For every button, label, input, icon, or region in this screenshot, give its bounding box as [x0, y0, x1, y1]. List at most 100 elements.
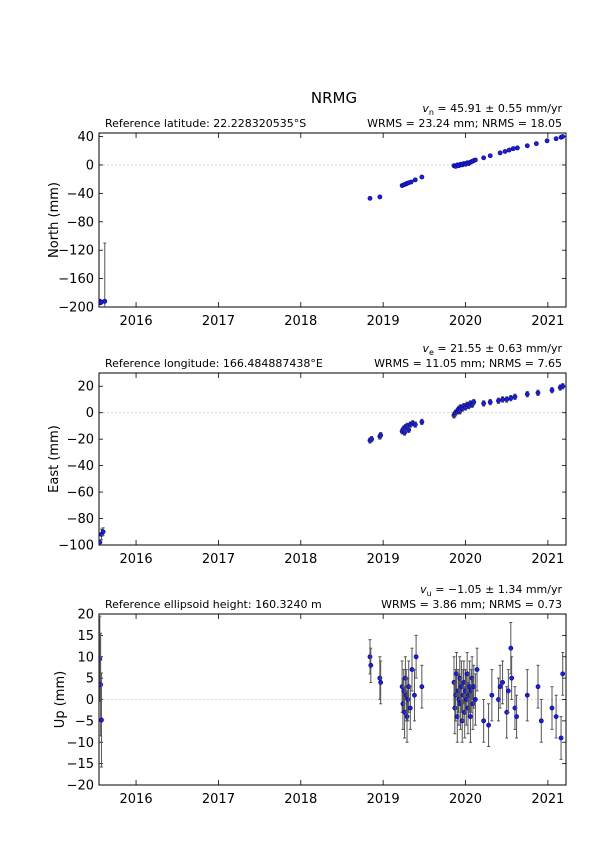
data-point: [538, 718, 544, 724]
data-point: [508, 395, 514, 401]
station-title: NRMG: [311, 89, 357, 107]
data-point: [408, 179, 414, 185]
data-point: [367, 195, 373, 201]
data-point: [553, 714, 559, 719]
data-point: [406, 427, 412, 433]
data-point: [489, 692, 495, 698]
y-tick-label: −15: [67, 757, 94, 772]
data-point: [524, 692, 530, 698]
y-tick-label: 10: [77, 650, 94, 665]
data-point: [407, 705, 413, 711]
velocity-value: = −1.05 ± 1.34 mm/yr: [432, 583, 563, 596]
data-point: [487, 399, 493, 405]
x-tick-label: 2018: [284, 314, 317, 329]
data-point: [510, 146, 516, 152]
data-point: [535, 684, 541, 690]
data-point: [500, 680, 505, 685]
plot-frame: [98, 372, 567, 546]
y-tick-label: −5: [75, 714, 94, 729]
data-point: [419, 684, 425, 690]
data-point: [560, 383, 566, 389]
y-tick-label: −40: [67, 459, 94, 474]
x-tick-label: 2019: [367, 792, 400, 807]
x-tick-label: 2021: [531, 552, 564, 567]
stats-text: WRMS = 11.05 mm; NRMS = 7.65: [374, 357, 562, 370]
y-tick-label: −80: [67, 215, 94, 230]
data-point: [535, 390, 541, 396]
data-point: [99, 656, 103, 662]
y-tick-label: −10: [67, 736, 94, 751]
stats-text: WRMS = 23.24 mm; NRMS = 18.05: [367, 117, 562, 130]
velocity-text: ve = 21.55 ± 0.63 mm/yr: [422, 342, 562, 357]
data-point: [533, 141, 539, 147]
velocity-subscript: n: [429, 108, 434, 117]
data-point: [497, 150, 503, 156]
data-point: [452, 705, 458, 711]
data-point: [412, 177, 418, 183]
data-points: [99, 383, 566, 545]
y-tick-label: −200: [58, 301, 94, 316]
data-point: [378, 432, 384, 438]
data-point: [481, 401, 487, 406]
north-panel: 40 0 −40 −80 −120 −160 −200 2016 2017 2018 2019 202…: [47, 102, 567, 329]
data-point: [368, 662, 374, 668]
velocity-text: vu = −1.05 ± 1.34 mm/yr: [420, 583, 562, 598]
velocity-subscript: e: [429, 348, 434, 357]
y-tick-label: −20: [67, 779, 94, 794]
up-panel: 20 15 10 5 0 −5 −10 −15 −20 2016 2017 2018 2019 2020 2…: [53, 583, 567, 807]
data-point: [369, 436, 375, 442]
data-point: [553, 136, 559, 142]
x-tick-label: 2020: [449, 792, 482, 807]
y-tick-label: −20: [67, 433, 94, 448]
data-point: [514, 714, 519, 719]
data-point: [496, 398, 501, 404]
data-point: [481, 155, 487, 161]
data-point: [413, 654, 419, 660]
x-tick-label: 2019: [367, 314, 400, 329]
x-tick-label: 2021: [531, 792, 564, 807]
data-point: [378, 680, 384, 685]
east-panel: 20 0 −20 −40 −60 −80 −100 2016 2017 2018 2019 2020 2…: [47, 342, 567, 567]
y-tick-label: −40: [67, 187, 94, 202]
data-point: [549, 705, 555, 711]
y-axis-title: North (mm): [47, 182, 62, 258]
data-point: [486, 722, 491, 728]
x-tick-label: 2018: [284, 792, 317, 807]
velocity-symbol: v: [422, 102, 429, 115]
data-point: [412, 422, 418, 427]
y-tick-label: 20: [77, 608, 94, 623]
y-tick-label: 0: [86, 406, 94, 421]
data-point: [549, 387, 555, 393]
velocity-subscript: u: [427, 589, 432, 598]
plot-frame: [98, 132, 567, 308]
y-tick-label: 15: [77, 629, 94, 644]
x-tick-label: 2020: [449, 314, 482, 329]
data-point: [506, 147, 512, 153]
data-point: [505, 688, 511, 694]
velocity-symbol: v: [422, 342, 429, 355]
data-point: [419, 174, 425, 180]
data-point: [471, 399, 477, 405]
x-tick-label: 2017: [202, 314, 235, 329]
x-tick-label: 2020: [449, 552, 482, 567]
y-tick-label: 0: [86, 158, 94, 173]
x-tick-label: 2019: [367, 552, 400, 567]
data-point: [524, 143, 530, 149]
x-tick-label: 2021: [531, 314, 564, 329]
y-tick-label: 40: [77, 130, 94, 145]
data-point: [544, 138, 550, 144]
data-point: [502, 149, 508, 154]
data-point: [404, 714, 410, 719]
data-point: [470, 701, 476, 707]
data-points: [99, 134, 566, 307]
data-point: [468, 714, 473, 719]
data-point: [558, 735, 564, 741]
data-point: [99, 539, 103, 545]
velocity-value: = 45.91 ± 0.55 mm/yr: [434, 102, 563, 115]
velocity-value: = 21.55 ± 0.63 mm/yr: [434, 342, 563, 355]
x-tick-label: 2017: [202, 792, 235, 807]
reference-text: Reference longitude: 166.484887438°E: [105, 357, 323, 370]
data-point: [560, 671, 566, 677]
reference-text: Reference ellipsoid height: 160.3240 m: [105, 598, 322, 611]
data-point: [474, 667, 480, 672]
